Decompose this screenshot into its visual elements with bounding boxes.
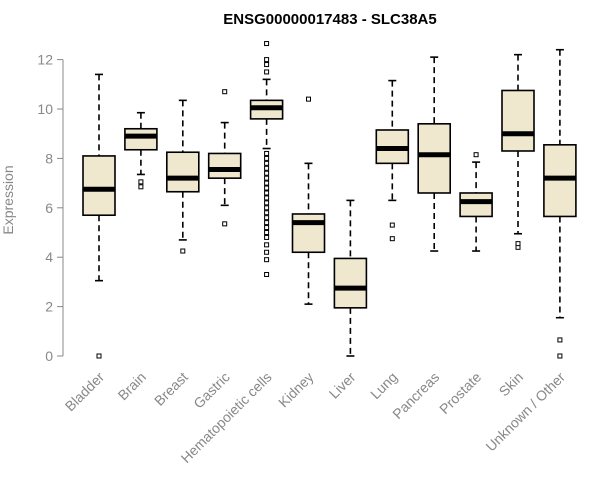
box-series: [82, 41, 577, 359]
outlier-point: [180, 248, 186, 254]
chart-title: ENSG00000017483 - SLC38A5: [223, 11, 436, 28]
outlier-point: [264, 180, 270, 186]
outlier-point: [264, 160, 270, 166]
outlier-point: [264, 242, 270, 248]
outlier-point: [138, 184, 144, 190]
x-tick-label: Prostate: [436, 369, 484, 417]
outlier-point: [264, 210, 270, 216]
box-liver: [333, 199, 368, 357]
box-iqr: [459, 192, 493, 218]
outlier-point: [264, 225, 270, 231]
box-iqr: [207, 152, 242, 179]
outlier-point: [264, 150, 270, 156]
x-tick-label: Breast: [151, 369, 191, 409]
outlier-point: [264, 271, 270, 277]
outlier-point: [473, 152, 479, 158]
y-axis-label: Expression: [0, 165, 16, 234]
outlier-point: [264, 185, 270, 191]
box-gastric: [207, 89, 242, 227]
box-kidney: [291, 96, 326, 305]
box-skin: [501, 53, 535, 250]
y-tick-label: 10: [37, 101, 53, 117]
outlier-point: [264, 57, 270, 63]
outlier-point: [264, 220, 270, 226]
outlier-point: [264, 200, 270, 206]
y-tick-label: 0: [45, 348, 53, 364]
outlier-point: [264, 155, 270, 161]
y-tick-label: 2: [45, 299, 53, 315]
box-iqr: [291, 213, 326, 254]
outlier-point: [264, 69, 270, 75]
x-tick-label: Kidney: [275, 369, 317, 411]
outlier-point: [264, 190, 270, 196]
box-iqr: [417, 123, 452, 194]
outlier-point: [264, 62, 270, 68]
y-axis: 0 2 4 6 8 10 12: [37, 52, 64, 364]
outlier-point: [96, 353, 102, 359]
outlier-point: [264, 230, 270, 235]
box-iqr: [82, 155, 116, 217]
box-lung: [375, 79, 410, 242]
outlier-point: [264, 165, 270, 171]
x-tick-label: Bladder: [62, 369, 108, 415]
outlier-point: [389, 222, 395, 228]
box-brain: [124, 111, 158, 190]
outlier-point: [389, 236, 395, 242]
x-tick-label: Lung: [367, 369, 400, 402]
outlier-point: [264, 249, 270, 255]
box-iqr: [166, 151, 200, 193]
outlier-point: [138, 179, 144, 185]
outlier-point: [264, 205, 270, 211]
outlier-point: [264, 257, 270, 263]
outlier-point: [264, 41, 270, 47]
outlier-point: [557, 353, 563, 359]
x-tick-label: Unknown / Other: [482, 369, 568, 455]
box-breast: [166, 99, 200, 254]
x-tick-label: Brain: [115, 369, 149, 403]
outlier-point: [264, 195, 270, 201]
box-iqr: [333, 257, 368, 309]
outlier-point: [264, 170, 270, 176]
box-prostate: [459, 152, 493, 252]
y-tick-label: 8: [45, 150, 53, 166]
x-tick-label: Liver: [326, 369, 359, 402]
outlier-point: [515, 241, 521, 247]
y-tick-label: 4: [45, 249, 53, 265]
outlier-point: [306, 96, 311, 102]
box-pancreas: [417, 56, 452, 252]
box-iqr: [124, 127, 158, 151]
y-tick-label: 12: [37, 52, 53, 68]
y-tick-label: 6: [45, 200, 53, 216]
outlier-point: [264, 215, 270, 221]
x-tick-label: Pancreas: [389, 369, 442, 422]
box-bladder: [82, 73, 116, 359]
box-iqr: [501, 89, 535, 152]
outlier-point: [557, 337, 563, 343]
box-hematopoietic-cells: [249, 41, 284, 277]
outlier-point: [264, 234, 270, 240]
box-unknown-other: [543, 48, 577, 359]
outlier-point: [222, 221, 228, 227]
outlier-point: [222, 89, 228, 95]
outlier-point: [264, 175, 270, 181]
x-tick-label: Skin: [496, 369, 527, 400]
